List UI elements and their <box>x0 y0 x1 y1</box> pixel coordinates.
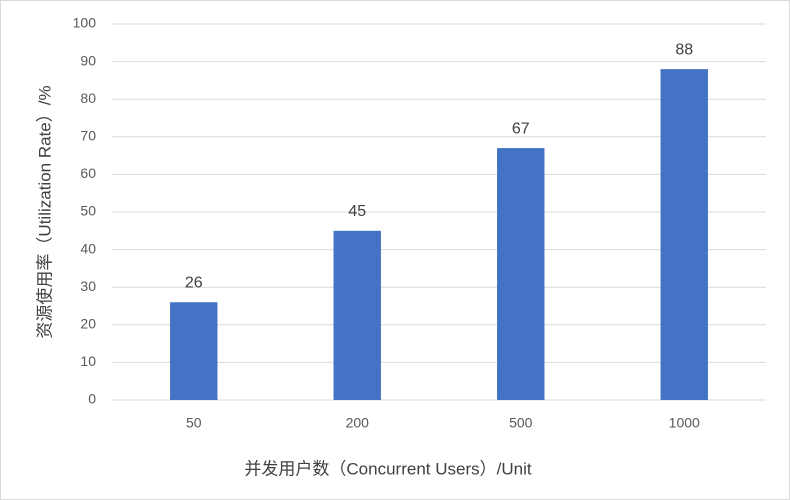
y-axis-title: 资源使用率（Utilization Rate）/% <box>34 85 54 338</box>
x-axis-title: 并发用户数（Concurrent Users）/Unit <box>244 459 531 478</box>
y-tick-label: 70 <box>80 128 96 144</box>
x-tick-label: 50 <box>186 415 202 431</box>
y-tick-label: 90 <box>80 52 96 68</box>
y-tick-label: 0 <box>88 391 96 407</box>
x-tick-label: 1000 <box>669 415 700 431</box>
y-tick-label: 50 <box>80 203 96 219</box>
data-label: 45 <box>348 203 366 220</box>
data-label: 26 <box>185 274 203 291</box>
data-label: 88 <box>675 41 693 58</box>
x-tick-label: 200 <box>346 415 370 431</box>
y-tick-label: 30 <box>80 278 96 294</box>
bar <box>170 302 218 400</box>
data-label: 67 <box>512 120 530 137</box>
bar <box>333 230 381 400</box>
y-tick-label: 20 <box>80 316 96 332</box>
bar <box>660 69 708 401</box>
y-tick-label: 80 <box>80 90 96 106</box>
bar <box>497 148 545 400</box>
y-tick-label: 100 <box>73 15 97 31</box>
y-tick-label: 60 <box>80 165 96 181</box>
x-tick-label: 500 <box>509 415 533 431</box>
y-tick-label: 40 <box>80 240 96 256</box>
y-tick-label: 10 <box>80 353 96 369</box>
